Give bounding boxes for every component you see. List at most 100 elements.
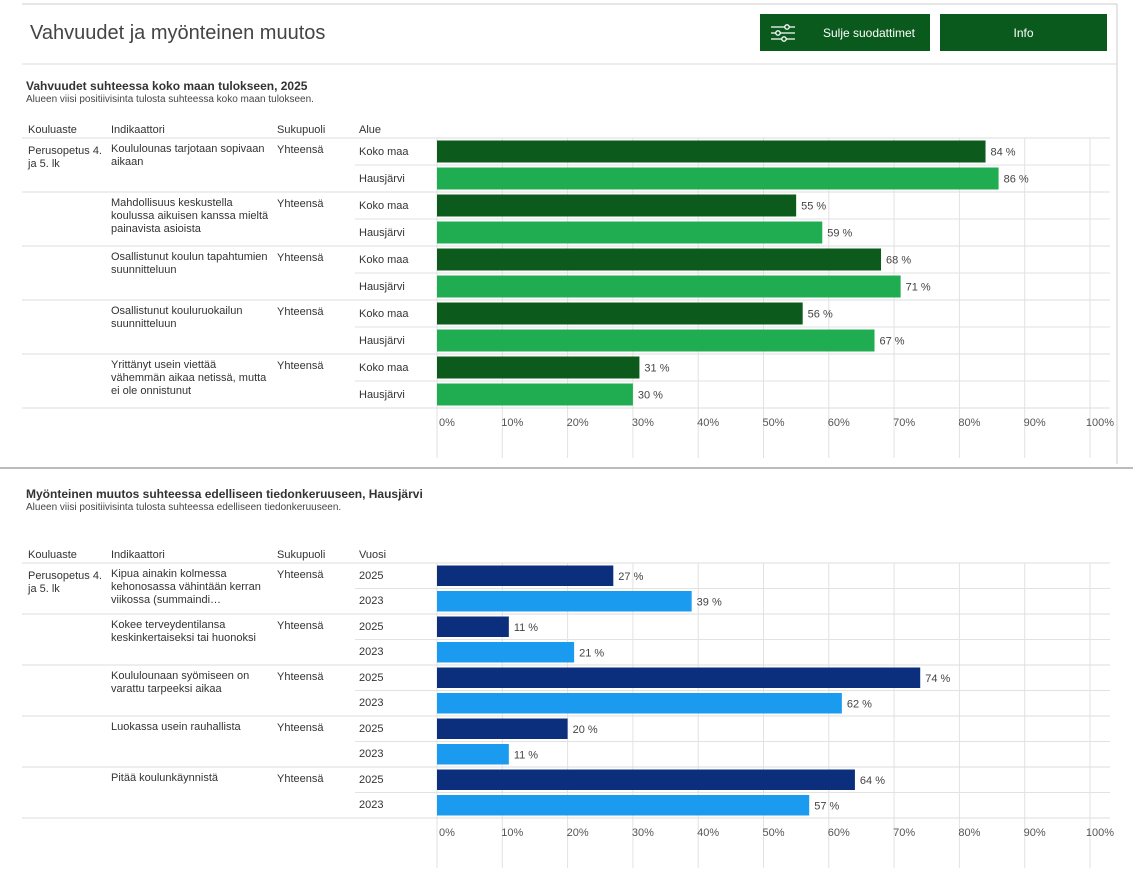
bar-label: Hausjärvi <box>359 388 405 401</box>
x-tick-label: 90% <box>1024 417 1046 429</box>
button-label: Sulje suodattimet <box>822 25 916 40</box>
value-label: 21 % <box>579 647 604 659</box>
x-tick-label: 20% <box>567 827 589 839</box>
info-button[interactable]: Info <box>940 14 1107 51</box>
bar-label: 2025 <box>359 671 384 684</box>
column-header: Sukupuoli <box>277 124 326 136</box>
gender: Yhteensä <box>277 722 324 734</box>
x-tick-label: 20% <box>567 417 589 429</box>
indicator: Yrittänyt usein viettää vähemmän aikaa n… <box>111 359 267 397</box>
level: Perusopetus 4. ja 5. lk <box>28 570 102 595</box>
bar <box>437 718 568 739</box>
bar-label: 2023 <box>359 646 384 659</box>
level: Perusopetus 4. ja 5. lk <box>28 145 102 170</box>
bar-label: 2023 <box>359 748 384 761</box>
x-tick-label: 70% <box>893 417 915 429</box>
indicator: Luokassa usein rauhallista <box>111 721 241 733</box>
value-label: 55 % <box>801 201 826 213</box>
gender: Yhteensä <box>277 620 324 632</box>
bar <box>437 693 842 714</box>
x-tick-label: 60% <box>828 827 850 839</box>
value-label: 56 % <box>808 309 833 321</box>
bar-label: Hausjärvi <box>359 172 405 185</box>
filter-button[interactable]: Sulje suodattimet <box>760 14 930 51</box>
value-label: 71 % <box>906 282 931 294</box>
bar-label: 2025 <box>359 569 384 582</box>
value-label: 59 % <box>827 228 852 240</box>
indicator: Osallistunut koulun tapahtumien suunnitt… <box>111 251 268 276</box>
bar <box>437 248 882 271</box>
column-header: Sukupuoli <box>277 549 326 561</box>
value-label: 27 % <box>618 571 643 583</box>
value-label: 74 % <box>925 673 950 685</box>
x-tick-label: 80% <box>958 827 980 839</box>
x-tick-label: 0% <box>439 417 455 429</box>
bar <box>437 616 509 637</box>
bar-label: Hausjärvi <box>359 334 405 347</box>
bar-label: Hausjärvi <box>359 226 405 239</box>
panel-title: Myönteinen muutos suhteessa edelliseen t… <box>26 487 423 501</box>
value-label: 67 % <box>880 336 905 348</box>
column-header: Indikaattori <box>111 549 165 561</box>
x-tick-label: 10% <box>501 417 523 429</box>
x-tick-label: 40% <box>697 827 719 839</box>
bar-label: Koko maa <box>359 199 409 212</box>
value-label: 11 % <box>514 622 538 634</box>
column-header: Kouluaste <box>28 549 77 561</box>
bar <box>437 769 855 790</box>
gender: Yhteensä <box>277 252 324 264</box>
page-title: Vahvuudet ja myönteinen muutos <box>30 22 326 44</box>
x-tick-label: 100% <box>1086 417 1114 429</box>
column-header: Vuosi <box>359 549 387 561</box>
bar <box>437 383 633 406</box>
x-tick-label: 10% <box>501 827 523 839</box>
bar <box>437 795 810 816</box>
x-tick-label: 30% <box>632 827 654 839</box>
value-label: 84 % <box>991 147 1016 159</box>
panel-title: Vahvuudet suhteessa koko maan tulokseen,… <box>26 79 308 93</box>
button-label: Info <box>1013 25 1034 40</box>
value-label: 30 % <box>638 390 663 402</box>
x-tick-label: 30% <box>632 417 654 429</box>
bar <box>437 642 575 663</box>
bar-label: Koko maa <box>359 307 409 320</box>
value-label: 39 % <box>697 596 722 608</box>
x-tick-label: 50% <box>762 827 784 839</box>
bar-label: Hausjärvi <box>359 280 405 293</box>
gender: Yhteensä <box>277 198 324 210</box>
column-header: Indikaattori <box>111 124 165 136</box>
bar <box>437 194 797 217</box>
bar-label: Koko maa <box>359 361 409 374</box>
indicator: Kipua ainakin kolmessa kehonosassa vähin… <box>111 568 261 606</box>
gender: Yhteensä <box>277 671 324 683</box>
bar-label: 2023 <box>359 697 384 710</box>
bar <box>437 329 875 352</box>
x-tick-label: 50% <box>762 417 784 429</box>
gender: Yhteensä <box>277 306 324 318</box>
bar-label: Koko maa <box>359 145 409 158</box>
bar <box>437 744 509 765</box>
bar-label: Koko maa <box>359 253 409 266</box>
value-label: 62 % <box>847 698 872 710</box>
bar-label: 2025 <box>359 722 384 735</box>
x-tick-label: 60% <box>828 417 850 429</box>
bar-label: 2023 <box>359 799 384 812</box>
bar <box>437 275 901 298</box>
indicator: Pitää koulunkäynnistä <box>111 772 219 784</box>
bar-label: 2025 <box>359 620 384 633</box>
gender: Yhteensä <box>277 773 324 785</box>
gender: Yhteensä <box>277 144 324 156</box>
value-label: 64 % <box>860 775 885 787</box>
value-label: 57 % <box>814 800 839 812</box>
filter-icon <box>771 24 795 42</box>
value-label: 31 % <box>644 363 669 375</box>
bar <box>437 591 692 612</box>
value-label: 68 % <box>886 255 911 267</box>
bar <box>437 167 999 190</box>
gender: Yhteensä <box>277 360 324 372</box>
bar <box>437 667 921 688</box>
indicator: Mahdollisuus keskustella koulussa aikuis… <box>111 197 269 235</box>
value-label: 86 % <box>1004 174 1029 186</box>
x-tick-label: 100% <box>1086 827 1114 839</box>
